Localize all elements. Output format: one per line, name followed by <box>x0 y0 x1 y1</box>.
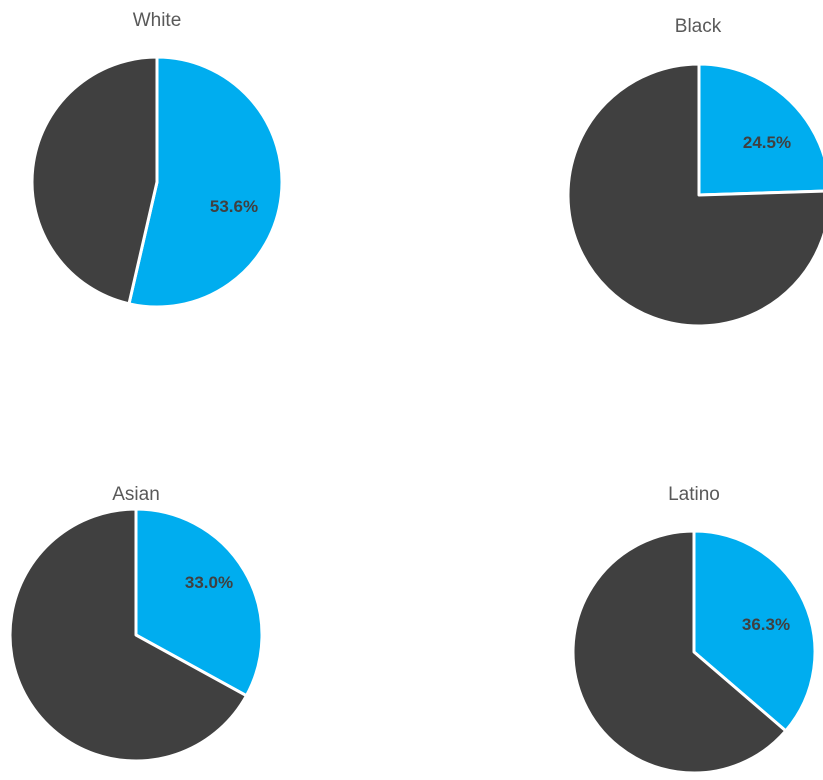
pie-slice-asian-remainder <box>8 507 248 763</box>
pie-slice-asian-highlight <box>134 507 264 698</box>
data-label-asian: 33.0% <box>185 573 233 592</box>
pie-title-white: White <box>133 10 182 31</box>
slices-latino <box>571 529 817 775</box>
data-label-white: 53.6% <box>210 197 258 216</box>
data-label-latino: 36.3% <box>742 615 790 634</box>
pie-slice-black-highlight <box>697 62 823 197</box>
pie-title-black: Black <box>675 16 722 37</box>
pie-slice-black-remainder <box>566 62 823 328</box>
pie-title-asian: Asian <box>112 484 160 505</box>
pie-chart-latino: Latino 36.3% <box>571 484 817 775</box>
slices-black <box>566 62 823 328</box>
pie-chart-white: White 53.6% <box>30 10 284 309</box>
slices-asian <box>8 507 264 763</box>
pie-slice-latino-remainder <box>571 529 788 775</box>
pie-title-latino: Latino <box>668 484 720 505</box>
pie-slice-white-highlight <box>127 55 284 309</box>
pie-chart-black: Black 24.5% <box>566 16 823 328</box>
pie-slice-latino-highlight <box>692 529 817 733</box>
pie-chart-asian: Asian 33.0% <box>8 484 264 763</box>
pie-slice-white-remainder <box>30 55 159 306</box>
slices-white <box>30 55 284 309</box>
data-label-black: 24.5% <box>743 133 791 152</box>
